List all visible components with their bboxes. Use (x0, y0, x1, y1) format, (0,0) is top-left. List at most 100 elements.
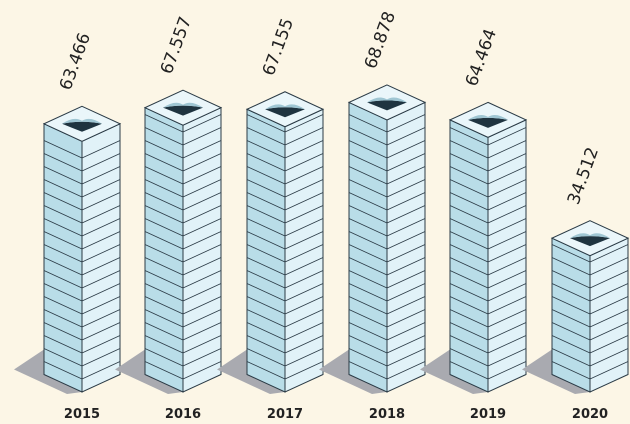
floor-line (144, 205, 184, 224)
floor-line (487, 361, 527, 380)
floor-line (449, 192, 489, 211)
floor-line (284, 257, 324, 276)
floor-line (487, 348, 527, 367)
floor-line (144, 257, 184, 276)
floor-line (589, 296, 629, 315)
floor-line (284, 127, 324, 146)
floor-line (81, 257, 121, 276)
floor-line (246, 153, 286, 172)
floor-line (144, 361, 184, 380)
bar-left-face (144, 106, 184, 393)
floor-line (284, 205, 324, 224)
floor-line (348, 322, 388, 341)
value-label: 67.155 (259, 16, 298, 79)
floor-line (43, 205, 83, 224)
floor-line (348, 257, 388, 276)
floor-line (43, 192, 83, 211)
floor-line (43, 270, 83, 289)
floor-line (386, 348, 426, 367)
floor-line (81, 361, 121, 380)
floor-line (182, 283, 222, 302)
floor-line (551, 322, 591, 341)
floor-line (246, 127, 286, 146)
value-label: 67.557 (157, 14, 196, 77)
floor-line (487, 322, 527, 341)
roof-light (163, 102, 203, 108)
floor-line (246, 361, 286, 380)
floor-line (348, 166, 388, 185)
floor-line (246, 335, 286, 354)
floor-line (144, 244, 184, 263)
floor-line (182, 309, 222, 328)
floor-line (182, 322, 222, 341)
floor-line (182, 270, 222, 289)
floor-line (449, 296, 489, 315)
floor-line (182, 335, 222, 354)
floor-line (81, 218, 121, 237)
roof (367, 100, 407, 111)
floor-line (386, 231, 426, 250)
roof-light (570, 233, 610, 239)
roof (468, 117, 508, 128)
floor-line (182, 205, 222, 224)
floor-line (386, 361, 426, 380)
floor-line (246, 322, 286, 341)
x-tick-label: 2016 (165, 407, 201, 422)
floor-line (284, 322, 324, 341)
floor-line (182, 179, 222, 198)
floor-line (386, 166, 426, 185)
floor-line (284, 231, 324, 250)
floor-line (182, 114, 222, 133)
floor-line (487, 296, 527, 315)
floor-line (43, 283, 83, 302)
floor-line (284, 166, 324, 185)
floor-line (386, 283, 426, 302)
x-tick-label: 2015 (64, 407, 100, 422)
floor-line (43, 140, 83, 159)
floor-line (43, 257, 83, 276)
bar-left-face (551, 237, 591, 393)
floor-line (386, 309, 426, 328)
floor-line (551, 257, 591, 276)
floor-line (182, 244, 222, 263)
floor-line (487, 257, 527, 276)
floor-line (487, 270, 527, 289)
floor-line (246, 244, 286, 263)
floor-line (246, 205, 286, 224)
floor-line (81, 166, 121, 185)
floor-line (386, 114, 426, 133)
floor-line (386, 296, 426, 315)
floor-line (284, 244, 324, 263)
x-tick-label: 2018 (369, 407, 405, 422)
roof-light (265, 104, 305, 110)
floor-line (487, 153, 527, 172)
floor-line (246, 114, 286, 133)
floor-line (589, 309, 629, 328)
floor-line (43, 166, 83, 185)
bar-left-face (43, 123, 83, 393)
floor-line (284, 348, 324, 367)
floor-line (348, 205, 388, 224)
floor-line (449, 231, 489, 250)
floor-line (182, 296, 222, 315)
floor-line (487, 192, 527, 211)
bar-right-face (589, 237, 629, 393)
floor-line (449, 257, 489, 276)
floor-line (487, 218, 527, 237)
floor-line (348, 192, 388, 211)
floor-line (182, 361, 222, 380)
floor-line (43, 361, 83, 380)
floor-line (246, 348, 286, 367)
floor-line (348, 244, 388, 263)
floor-line (386, 127, 426, 146)
floor-line (246, 218, 286, 237)
floor-line (386, 322, 426, 341)
floor-line (551, 361, 591, 380)
floor-line (348, 218, 388, 237)
floor-line (348, 296, 388, 315)
floor-line (487, 283, 527, 302)
floor-line (551, 348, 591, 367)
bar-right-face (81, 123, 121, 393)
floor-line (144, 127, 184, 146)
